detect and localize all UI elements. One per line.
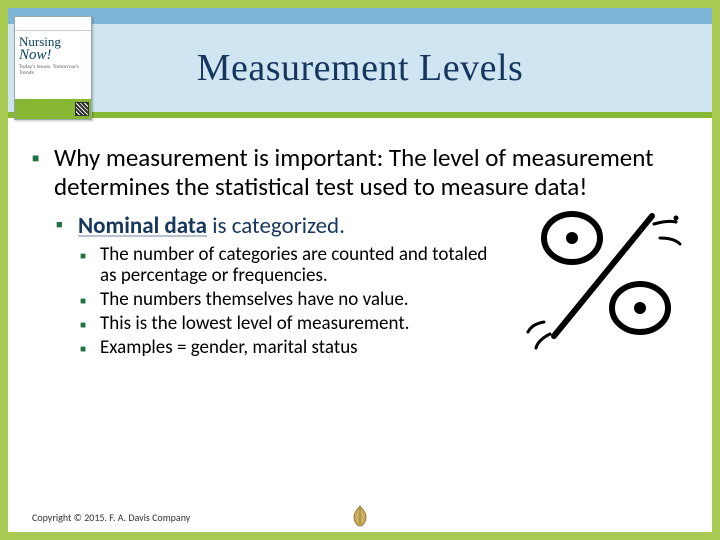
percent-sign-graphic bbox=[524, 204, 684, 354]
slide-frame: NursingNow! Today's Issues, Tomorrow's T… bbox=[0, 0, 720, 540]
list-item: The number of categories are counted and… bbox=[78, 244, 498, 288]
footer-ornament-icon bbox=[349, 504, 371, 528]
level1-text: Why measurement is important: The level … bbox=[54, 144, 692, 202]
header-band: NursingNow! Today's Issues, Tomorrow's T… bbox=[8, 8, 712, 118]
list-item: The numbers themselves have no value. bbox=[78, 289, 498, 311]
content-area: Why measurement is important: The level … bbox=[28, 144, 692, 502]
list-item: This is the lowest level of measurement. bbox=[78, 313, 498, 335]
qr-icon bbox=[75, 102, 89, 116]
copyright-text: Copyright © 2015. F. A. Davis Company bbox=[32, 511, 190, 524]
header-accent-strip bbox=[8, 8, 712, 24]
list-item: Examples = gender, marital status bbox=[78, 337, 498, 359]
book-cover-thumbnail: NursingNow! Today's Issues, Tomorrow's T… bbox=[14, 16, 92, 120]
slide-title: Measurement Levels bbox=[197, 46, 524, 90]
header-main: NursingNow! Today's Issues, Tomorrow's T… bbox=[8, 24, 712, 112]
